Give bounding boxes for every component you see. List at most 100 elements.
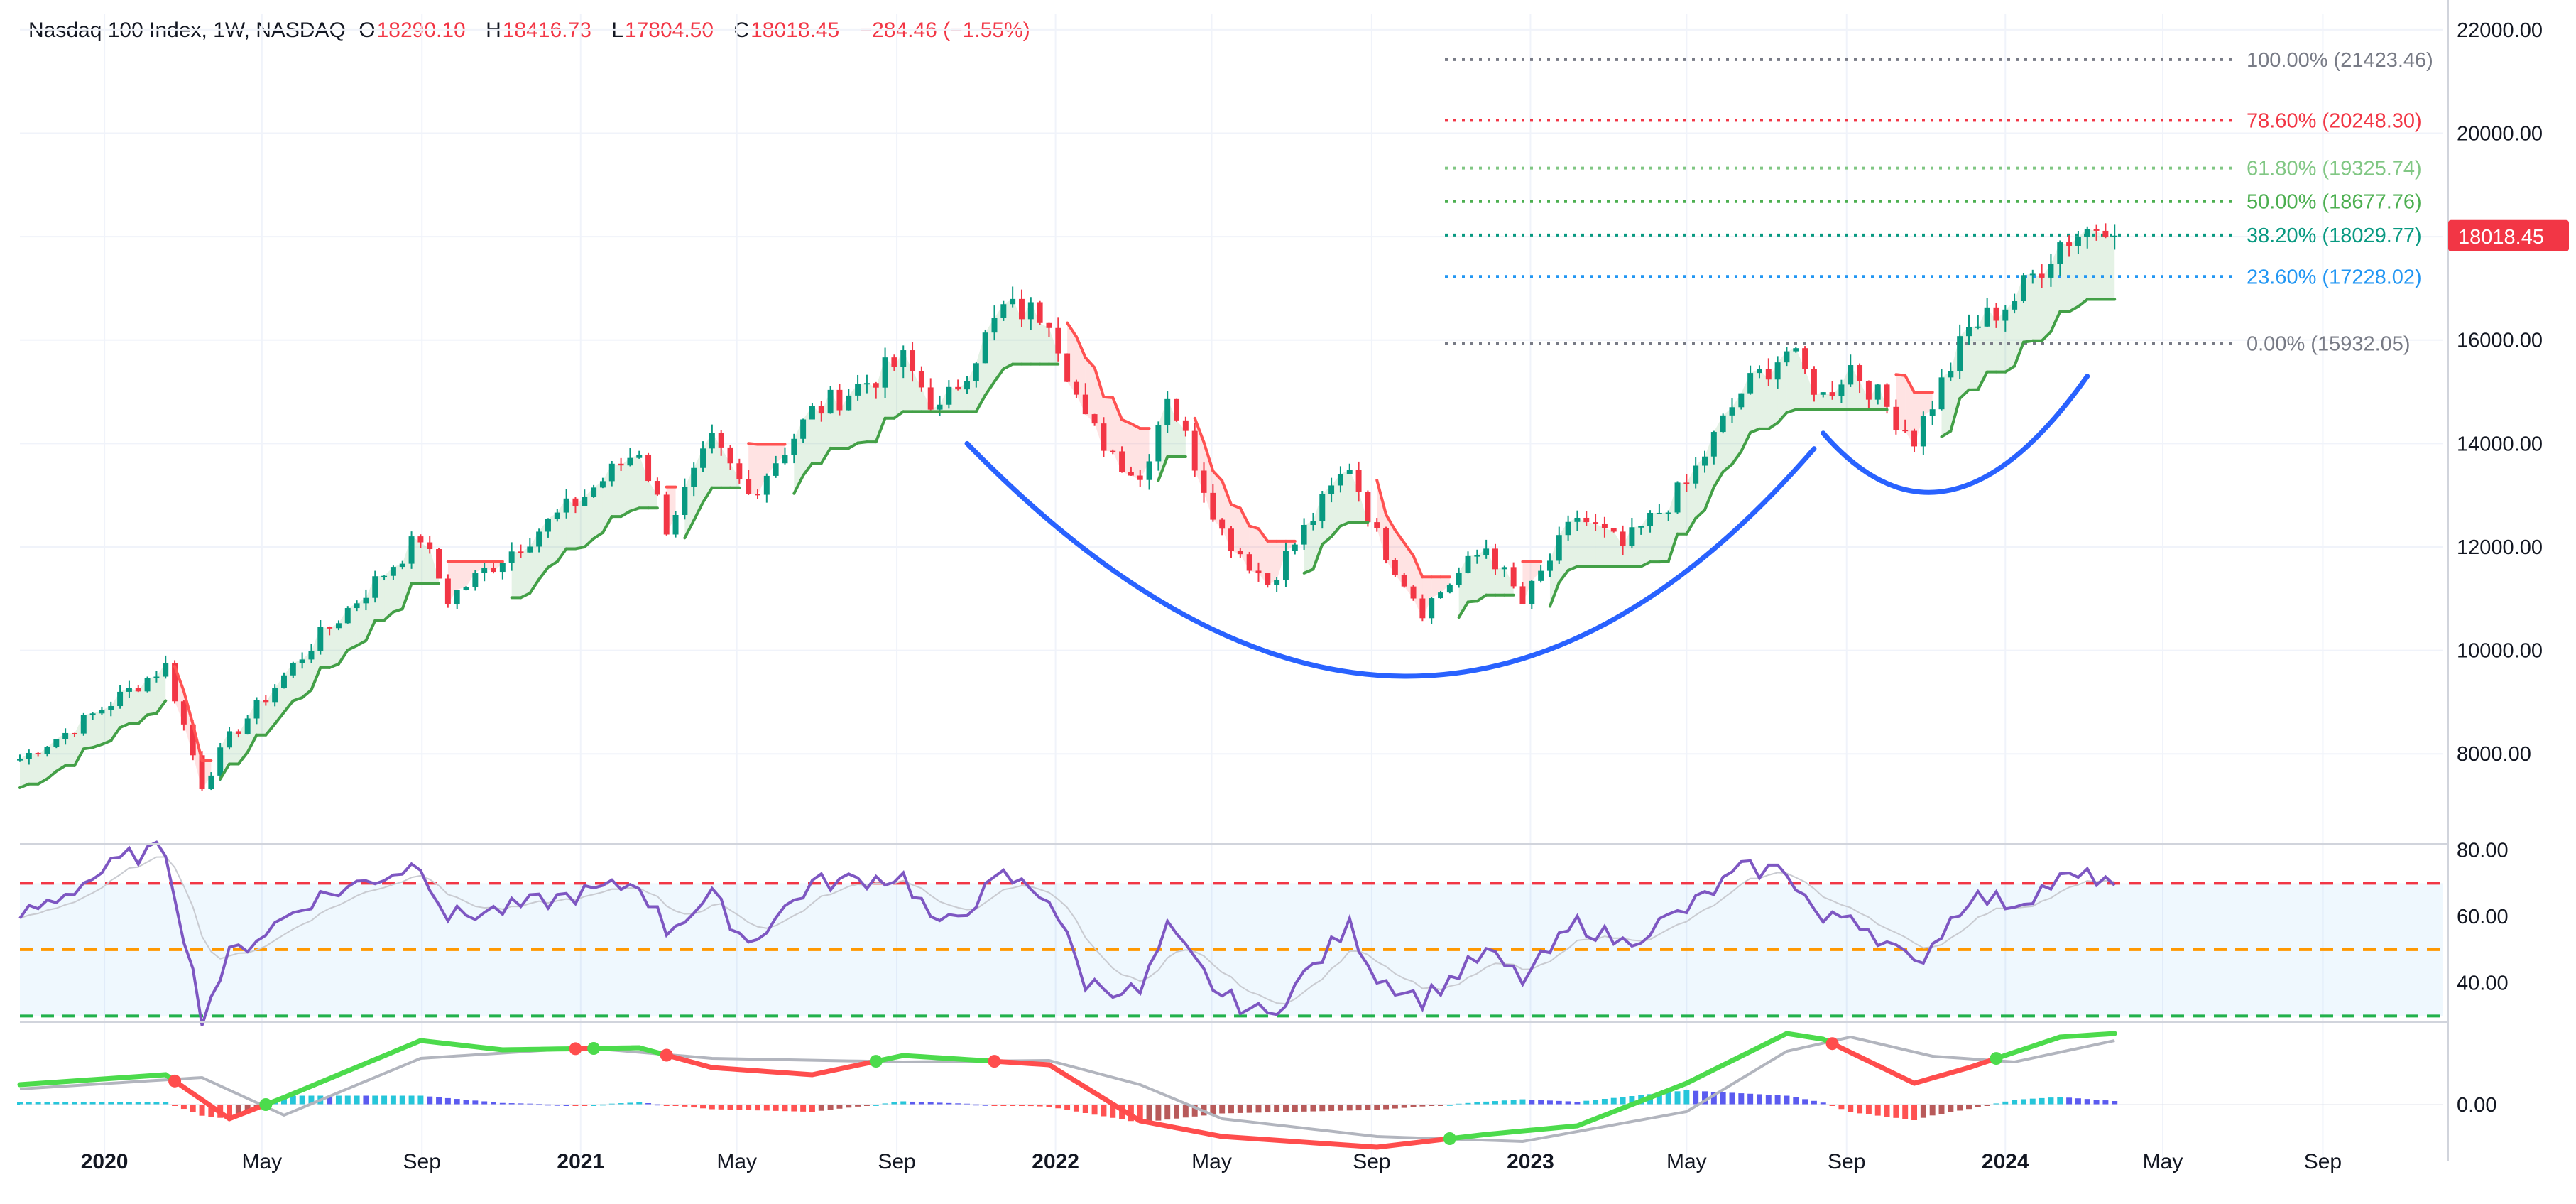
x-tick-label: Sep [403, 1150, 441, 1173]
supertrend-segment [1694, 508, 1707, 520]
supertrend-segment [273, 710, 285, 726]
macd-histogram-bar [180, 1105, 187, 1110]
macd-histogram-bar [1784, 1095, 1790, 1105]
macd-histogram-bar [882, 1103, 888, 1105]
candle-body [1683, 482, 1690, 484]
candle-body [599, 481, 606, 488]
macd-histogram-bar [937, 1102, 943, 1105]
supertrend-segment [692, 501, 705, 522]
macd-histogram-bar [363, 1095, 369, 1105]
supertrend-fill [639, 454, 649, 509]
supertrend-fill [575, 497, 585, 549]
candle-body [1082, 394, 1088, 415]
macd-histogram-bar [1365, 1105, 1371, 1110]
supertrend-fill [1860, 381, 1869, 410]
macd-line [1993, 1031, 2117, 1061]
macd-histogram-bar [2066, 1097, 2073, 1105]
candle-body [1255, 570, 1262, 574]
macd-histogram-bar [1091, 1105, 1098, 1115]
supertrend-fill [1477, 548, 1487, 602]
macd-histogram-bar [17, 1102, 23, 1105]
candle-body [1857, 365, 1863, 381]
supertrend-fill [621, 457, 631, 517]
supertrend-segment [847, 441, 860, 450]
candle-body [791, 438, 797, 455]
candle-body [1410, 586, 1417, 599]
candle-body [417, 536, 424, 543]
candle-body [253, 700, 260, 719]
supertrend-fill [2087, 229, 2097, 300]
candle-body [1228, 528, 1234, 551]
macd-histogram-bar [1529, 1100, 1535, 1105]
candle-body [1874, 384, 1881, 400]
macd-histogram-bar [591, 1104, 597, 1106]
candle-body [1538, 570, 1544, 581]
supertrend-fill [1759, 369, 1769, 429]
macd-histogram-bar [1610, 1097, 1617, 1105]
supertrend-segment [1566, 565, 1579, 572]
candle-body [1674, 482, 1681, 513]
macd-histogram-bar [26, 1102, 32, 1105]
candle-body [946, 386, 952, 405]
macd-histogram-bar [1055, 1105, 1061, 1109]
macd-histogram-bar [2029, 1098, 2036, 1105]
candle-body [508, 551, 515, 563]
candle-body [89, 713, 96, 715]
macd-histogram-bar [499, 1102, 506, 1105]
supertrend-segment [792, 474, 805, 495]
candle-body [363, 597, 369, 604]
macd-histogram-bar [1410, 1105, 1417, 1107]
candle-body [399, 563, 405, 568]
candle-body [1483, 548, 1490, 555]
macd-histogram-bar [645, 1103, 652, 1105]
macd-histogram-bar [463, 1100, 469, 1105]
candle-body [390, 567, 396, 576]
macd-histogram-bar [290, 1095, 296, 1105]
macd-histogram-bar [900, 1101, 907, 1105]
macd-histogram-bar [2084, 1099, 2090, 1105]
x-tick-label: 2023 [1507, 1150, 1554, 1173]
candle-body [1629, 527, 1635, 546]
candle-body [782, 455, 788, 464]
candle-body [1993, 307, 1999, 321]
macd-histogram-bar [327, 1095, 333, 1105]
macd-histogram-bar [1337, 1105, 1343, 1111]
macd-histogram-bar [1174, 1105, 1180, 1119]
macd-histogram-bar [1601, 1099, 1608, 1105]
candle-body [99, 710, 105, 714]
macd-histogram-bar [1465, 1102, 1471, 1105]
macd-histogram-bar [1710, 1092, 1717, 1105]
rsi-tick-label: 60.00 [2457, 906, 2509, 928]
macd-histogram-bar [1255, 1105, 1262, 1113]
y-tick-label: 22000.00 [2457, 19, 2543, 42]
macd-histogram-bar [1101, 1105, 1107, 1117]
candle-body [2112, 235, 2118, 237]
candle-body [918, 371, 924, 388]
supertrend-segment [136, 713, 149, 725]
supertrend-fill [102, 706, 111, 744]
candle-body [691, 467, 697, 487]
macd-histogram-bar [190, 1105, 196, 1112]
supertrend-fill [1905, 375, 1915, 447]
macd-line [17, 1072, 178, 1088]
candle-body [1519, 586, 1526, 604]
macd-histogram-bar [1355, 1105, 1362, 1111]
supertrend-segment [300, 688, 313, 700]
supertrend-fill [721, 447, 731, 488]
candle-body [563, 498, 569, 513]
macd-histogram-bar [1237, 1105, 1243, 1113]
axes: 2020 May Sep 2021 May Sep 2022 May Sep 2023 May Sep… [20, 0, 2569, 1173]
supertrend-segment [1002, 362, 1015, 371]
macd-histogram-bar [636, 1102, 643, 1105]
supertrend-fill [912, 371, 922, 412]
macd-histogram-bar [1756, 1094, 1762, 1105]
supertrend-fill [457, 561, 466, 590]
candle-body [1174, 398, 1180, 421]
candle-body [755, 494, 760, 496]
candle-body [1474, 555, 1480, 557]
candle-body [1201, 470, 1207, 493]
pattern-arc [1821, 374, 2090, 495]
candle-body [1984, 307, 1990, 327]
macd-histogram-bar [1574, 1102, 1581, 1105]
